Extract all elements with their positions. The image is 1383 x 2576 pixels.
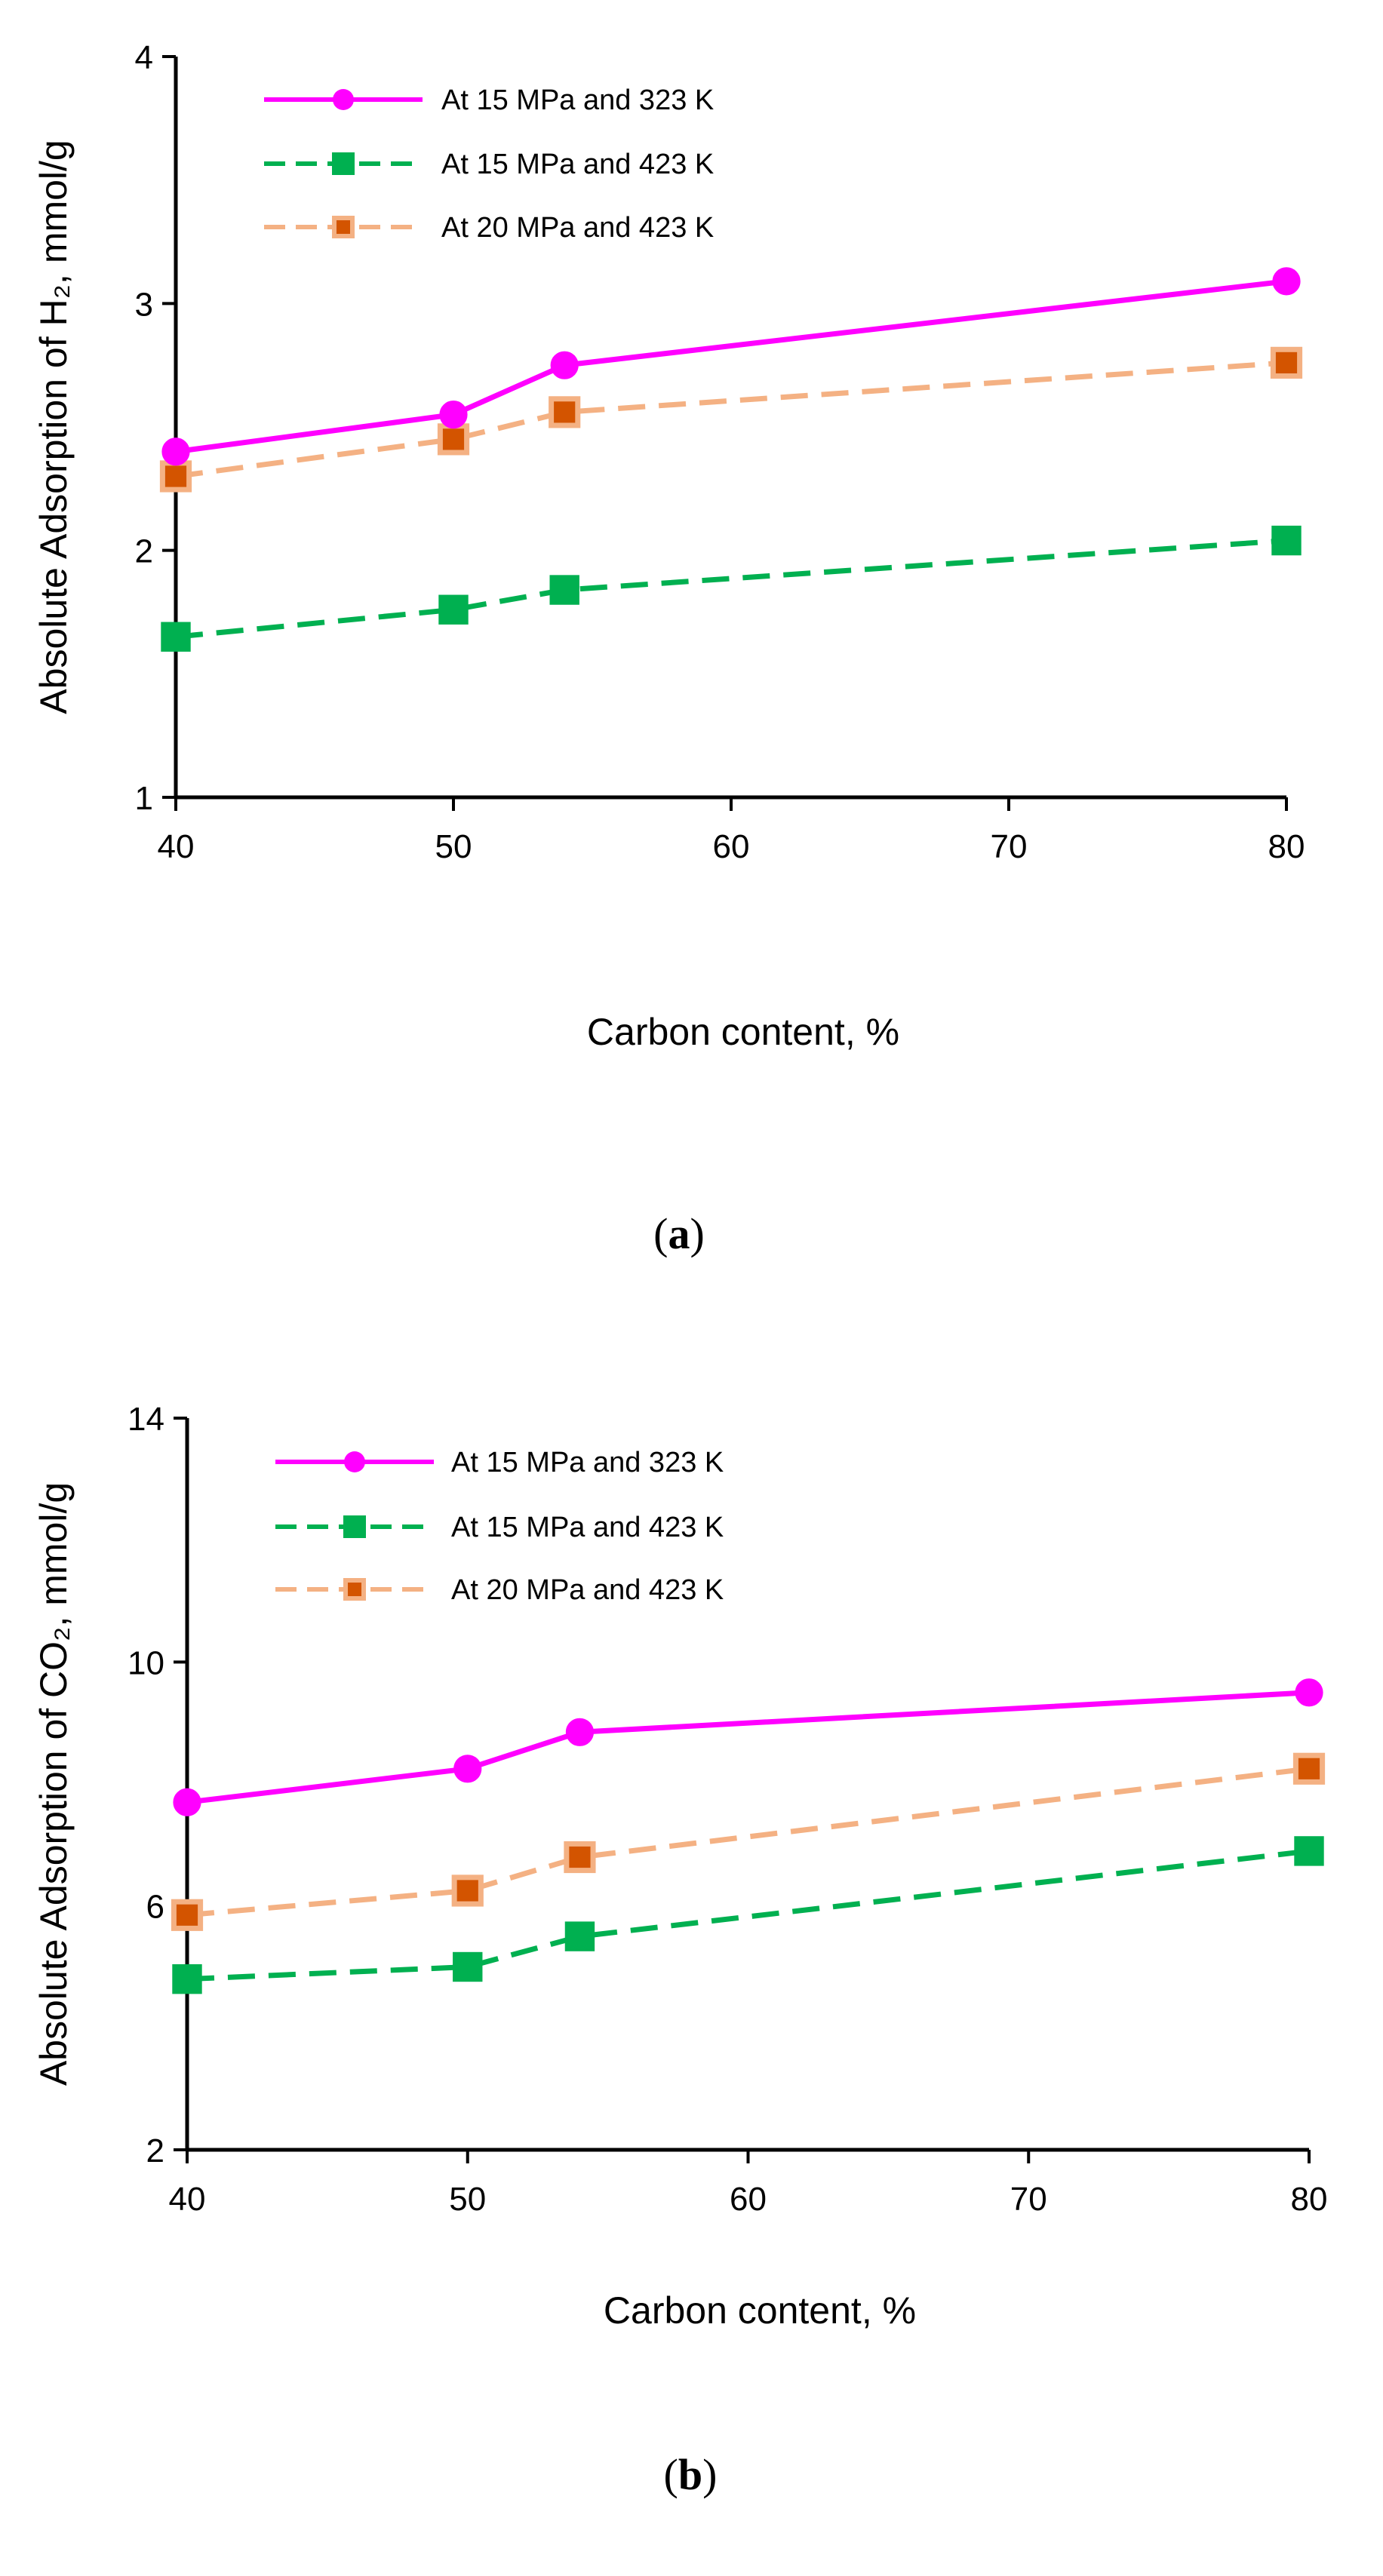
series-line bbox=[175, 360, 1287, 479]
data-point-marker bbox=[451, 1874, 484, 1907]
legend-marker-2 bbox=[332, 152, 355, 175]
legend-marker-3 bbox=[343, 1578, 366, 1601]
data-point-marker bbox=[1271, 525, 1302, 556]
x-tick-label: 70 bbox=[991, 828, 1028, 865]
y-tick-label: 3 bbox=[135, 286, 153, 323]
data-point-marker bbox=[173, 1788, 201, 1816]
y-tick-label: 6 bbox=[146, 1889, 164, 1926]
y-tick-label: 14 bbox=[128, 1401, 164, 1438]
x-tick-label: 60 bbox=[730, 2181, 767, 2218]
series-line bbox=[175, 278, 1287, 455]
data-point-marker bbox=[564, 1921, 595, 1951]
panel-label: (a) bbox=[653, 1209, 705, 1258]
data-point-marker bbox=[1270, 346, 1303, 379]
series-line bbox=[175, 538, 1287, 640]
legend-label-3: At 20 MPa and 423 K bbox=[451, 1574, 724, 1606]
series-3 bbox=[171, 1752, 1326, 1931]
chart-panel-a: 1 2 3 4 40 50 60 70 80 Carbon content, % Absolute … bbox=[32, 39, 1305, 1258]
series-3 bbox=[159, 346, 1303, 493]
data-point-marker bbox=[549, 396, 581, 428]
panel-letter: a bbox=[668, 1209, 690, 1258]
series-1 bbox=[161, 267, 1301, 466]
x-tick-label: 80 bbox=[1291, 2181, 1328, 2218]
x-axis-label: Carbon content, % bbox=[587, 1011, 899, 1053]
legend: At 15 MPa and 323 K At 15 MPa and 423 K At… bbox=[264, 84, 714, 244]
x-tick-label: 50 bbox=[449, 2181, 486, 2218]
panel-label: (b) bbox=[664, 2450, 718, 2499]
data-point-marker bbox=[1272, 267, 1301, 296]
data-point-marker bbox=[439, 401, 468, 429]
x-tick-label: 40 bbox=[158, 828, 195, 865]
panel-letter: b bbox=[678, 2450, 702, 2499]
data-point-marker bbox=[438, 594, 469, 625]
series-line bbox=[186, 1848, 1310, 1982]
x-tick-label: 40 bbox=[169, 2181, 206, 2218]
data-point-marker bbox=[549, 575, 579, 605]
series-2 bbox=[161, 525, 1302, 652]
data-point-marker bbox=[1295, 1678, 1323, 1707]
legend-label-1: At 15 MPa and 323 K bbox=[451, 1447, 724, 1478]
series-line bbox=[186, 1766, 1310, 1918]
y-tick-label: 4 bbox=[135, 39, 153, 76]
data-point-marker bbox=[172, 1963, 202, 1994]
series-1 bbox=[173, 1678, 1323, 1816]
data-point-marker bbox=[437, 423, 470, 456]
data-point-marker bbox=[564, 1841, 596, 1874]
legend-marker-2 bbox=[343, 1515, 366, 1538]
data-point-marker bbox=[171, 1899, 204, 1931]
data-point-marker bbox=[161, 622, 191, 652]
legend-label-2: At 15 MPa and 423 K bbox=[451, 1512, 724, 1543]
y-tick-label: 2 bbox=[146, 2132, 164, 2169]
y-tick-label: 1 bbox=[135, 780, 153, 817]
data-point-marker bbox=[1294, 1836, 1324, 1866]
x-tick-label: 80 bbox=[1268, 828, 1305, 865]
y-axis-label: Absolute Adsorption of H₂, mmol/g bbox=[32, 140, 75, 714]
data-point-marker bbox=[453, 1951, 483, 1982]
legend-label-1: At 15 MPa and 323 K bbox=[441, 84, 714, 116]
data-point-marker bbox=[550, 351, 579, 379]
data-point-marker bbox=[453, 1755, 482, 1783]
series-line bbox=[186, 1690, 1310, 1805]
legend-marker-1 bbox=[344, 1451, 365, 1472]
legend-label-2: At 15 MPa and 423 K bbox=[441, 149, 714, 180]
x-tick-label: 50 bbox=[435, 828, 472, 865]
x-tick-label: 70 bbox=[1010, 2181, 1047, 2218]
legend: At 15 MPa and 323 K At 15 MPa and 423 K At… bbox=[275, 1447, 724, 1606]
x-axis-label: Carbon content, % bbox=[604, 2289, 916, 2332]
legend-label-3: At 20 MPa and 423 K bbox=[441, 212, 714, 244]
data-point-marker bbox=[1292, 1752, 1326, 1785]
data-point-marker bbox=[159, 460, 192, 493]
series-2 bbox=[172, 1836, 1324, 1994]
chart-panel-b: 2 6 10 14 40 50 60 70 80 Carbon content, % Absolut… bbox=[32, 1401, 1327, 2499]
y-tick-label: 10 bbox=[128, 1644, 164, 1681]
y-tick-label: 2 bbox=[135, 533, 153, 570]
data-point-marker bbox=[161, 438, 190, 466]
y-axis-label: Absolute Adsorption of CO₂, mmol/g bbox=[32, 1482, 75, 2086]
legend-marker-3 bbox=[332, 216, 355, 238]
x-tick-label: 60 bbox=[713, 828, 750, 865]
legend-marker-1 bbox=[333, 89, 354, 110]
data-point-marker bbox=[565, 1718, 595, 1746]
